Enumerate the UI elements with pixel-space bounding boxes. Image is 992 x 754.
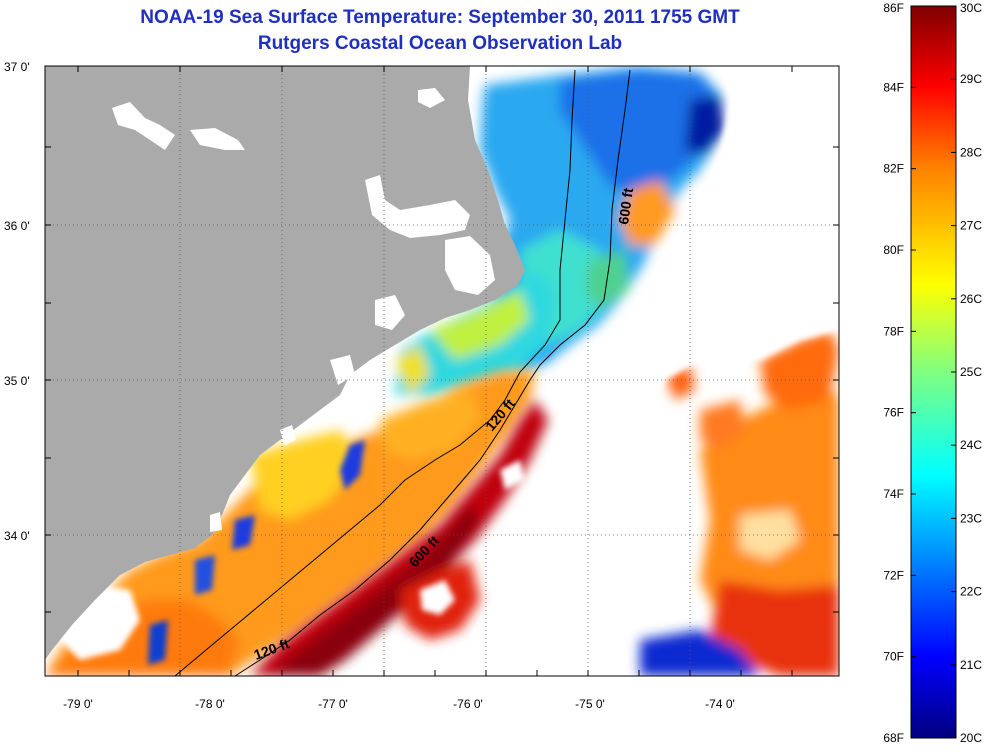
colorbar-f-label: 68F [883,731,904,745]
colorbar-f-label: 82F [883,162,904,176]
contour-label-600-north: 600 ft [615,187,636,226]
sst-north-cool-water [480,66,725,370]
colorbar-c-label: 23C [960,511,982,525]
lon-label-77: -77 0' [318,697,348,711]
sst-offshore-east [640,330,839,676]
colorbar-c-label: 21C [960,658,982,672]
colorbar-f-label: 76F [883,406,904,420]
colorbar-f-label: 70F [883,650,904,664]
colorbar-f-label: 72F [883,568,904,582]
colorbar-c-label: 20C [960,731,982,745]
colorbar-celsius-labels: 30C 29C 28C 27C 26C 25C 24C 23C 22C 21C 20C [960,1,982,745]
lat-label-37: 37 0' [4,60,30,74]
lon-label-74: -74 0' [705,697,735,711]
colorbar-c-label: 29C [960,72,982,86]
lat-label-35: 35 0' [4,374,30,388]
lat-label-36: 36 0' [4,219,30,233]
lat-label-34: 34 0' [4,529,30,543]
colorbar-c-label: 24C [960,438,982,452]
lon-label-78: -78 0' [195,697,225,711]
colorbar-c-label: 27C [960,219,982,233]
colorbar-f-label: 74F [883,487,904,501]
map-border [44,65,840,677]
graticule [45,66,839,676]
map-subtitle: Rutgers Coastal Ocean Observation Lab [257,33,623,54]
colorbar-f-label: 78F [883,324,904,338]
lon-label-76: -76 0' [453,697,483,711]
sst-mid-shelf [395,270,555,395]
cloud-cover [60,66,839,676]
colorbar-c-label: 26C [960,292,982,306]
colorbar-f-label: 86F [883,1,904,15]
sst-south-warm-water [45,370,535,676]
map-title: NOAA-19 Sea Surface Temperature: Septemb… [140,7,740,28]
colorbar-c-label: 30C [960,1,982,15]
colorbar-f-label: 84F [883,80,904,94]
lon-label-75: -75 0' [575,697,605,711]
colorbar-c-label: 28C [960,145,982,159]
colorbar-fahrenheit-labels: 86F 84F 82F 80F 78F 76F 74F 72F 70F 68F [883,1,904,745]
axis-ticks [45,65,839,676]
bathymetry-contours [174,69,631,676]
contour-120ft-path [174,69,576,676]
colorbar-ticks [911,5,956,739]
map-area [45,66,839,676]
inland-water [112,88,495,532]
lon-label-79: -79 0' [63,697,93,711]
colorbar-c-label: 22C [960,585,982,599]
colorbar [910,5,957,739]
contour-600ft-path [234,69,631,676]
colorbar-c-label: 25C [960,365,982,379]
colorbar-f-label: 80F [883,243,904,257]
